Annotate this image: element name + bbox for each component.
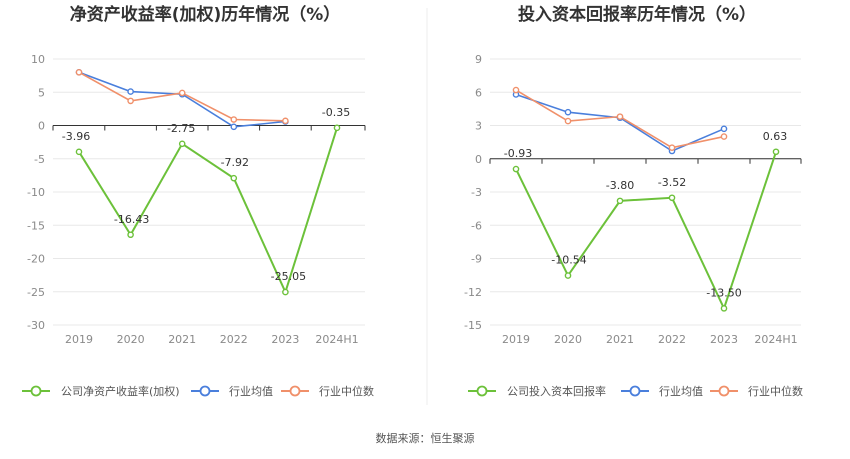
source-note: 数据来源：恒生聚源 [376,431,475,445]
data-label: -3.96 [62,130,90,143]
company-series-line [515,151,777,312]
y-tick-label: -3 [471,186,482,199]
company-series-point[interactable] [772,148,780,156]
legend-industry-median[interactable]: 行业中位数 [710,384,803,398]
data-label: -0.93 [504,147,532,160]
y-tick-label: -5 [34,153,45,166]
legend-industry-avg[interactable]: 行业均值 [621,385,703,398]
y-tick-label: 10 [31,53,45,66]
industry-median-series-point[interactable] [616,113,624,120]
data-label: 0.63 [763,130,788,143]
legend-marker-icon [718,385,730,397]
y-tick-label: 0 [475,153,482,166]
legend-company[interactable]: 公司净资产收益率(加权) [22,384,180,398]
industry-avg-series-point[interactable] [127,88,134,95]
industry-avg-series-line [78,71,286,128]
x-tick-label: 2019 [65,333,93,346]
data-label: -10.54 [551,254,586,267]
legend-marker-icon [199,385,211,397]
y-tick-label: -10 [27,186,45,199]
y-tick-label: -20 [27,253,45,266]
y-tick-label: 0 [38,120,45,133]
x-tick-label: 2022 [220,333,248,346]
industry-median-series-point[interactable] [564,117,572,125]
x-tick-label: 2023 [710,333,738,346]
x-tick-label: 2020 [554,333,582,346]
x-tick-label: 2023 [271,333,299,346]
roe-chart-panel: 净资产收益率(加权)历年情况（%） 10 5 0 -5 -10 -15 -20 -25 -30 20… [22,4,374,398]
data-label: -2.75 [167,122,195,135]
y-tick-label: 9 [475,53,482,66]
x-tick-label: 2024H1 [315,333,358,346]
company-series-point[interactable] [282,288,289,296]
y-tick-label: 5 [38,86,45,99]
industry-median-series-point[interactable] [512,86,520,94]
legend-industry-avg[interactable]: 行业均值 [191,385,273,398]
y-tick-label: -15 [464,319,482,332]
data-label: -16.43 [114,213,149,226]
legend-marker-icon [476,385,488,397]
company-series-point[interactable] [178,140,186,148]
chart-title: 净资产收益率(加权)历年情况（%） [70,4,341,25]
industry-median-series-point[interactable] [230,116,238,123]
legend-label: 公司投入资本回报率 [507,384,606,398]
legend-label: 行业均值 [659,385,703,398]
legend-label: 行业均值 [229,385,273,398]
y-tick-label: -6 [471,219,482,232]
y-tick-label: -12 [464,286,482,299]
legend-label: 行业中位数 [319,384,374,398]
legend-marker-icon [629,385,641,397]
y-tick-label: -25 [27,286,45,299]
industry-median-series-point[interactable] [720,133,728,140]
industry-median-series-point[interactable] [282,117,289,125]
company-series-point[interactable] [720,305,728,312]
chart-title: 投入资本回报率历年情况（%） [518,4,756,25]
legend-industry-median[interactable]: 行业中位数 [281,384,374,398]
company-series-point[interactable] [564,272,572,279]
company-series-point[interactable] [512,165,520,173]
industry-avg-series-point[interactable] [720,125,728,133]
industry-avg-series-point[interactable] [564,108,572,116]
legend-label: 公司净资产收益率(加权) [61,384,180,398]
roic-chart-panel: 投入资本回报率历年情况（%） 9 6 3 0 -3 -6 -9 -12 -15 2019 2020 20… [464,4,803,398]
y-tick-label: -15 [27,219,45,232]
industry-median-series-point[interactable] [127,97,134,105]
x-tick-label: 2022 [658,333,686,346]
industry-median-series-point[interactable] [75,69,83,76]
company-series-point[interactable] [127,231,134,239]
y-tick-label: -30 [27,319,45,332]
y-tick-label: 6 [475,86,482,99]
data-label: -7.92 [221,156,249,169]
x-tick-label: 2020 [117,333,145,346]
legend-marker-icon [30,385,42,397]
y-tick-label: -9 [471,253,482,266]
data-label: -25.05 [271,270,306,283]
y-tick-label: 3 [475,120,482,133]
industry-median-series-point[interactable] [668,144,676,151]
company-series-point[interactable] [75,148,83,156]
industry-avg-series-point[interactable] [230,123,238,131]
legend-label: 行业中位数 [748,384,803,398]
industry-median-series-point[interactable] [178,89,186,97]
company-series-point[interactable] [333,124,341,132]
x-tick-label: 2021 [606,333,634,346]
company-series-point[interactable] [616,197,624,205]
company-series-point[interactable] [230,174,238,182]
legend-marker-icon [289,385,301,397]
legend-company[interactable]: 公司投入资本回报率 [468,384,606,398]
x-tick-label: 2024H1 [754,333,797,346]
x-tick-label: 2021 [168,333,196,346]
data-label: -3.80 [606,179,634,192]
company-series-point[interactable] [668,194,676,202]
data-label: -3.52 [658,176,686,189]
data-label: -0.35 [322,106,350,119]
company-series-line [78,127,338,295]
x-tick-label: 2019 [502,333,530,346]
data-label: -13.50 [706,286,741,299]
